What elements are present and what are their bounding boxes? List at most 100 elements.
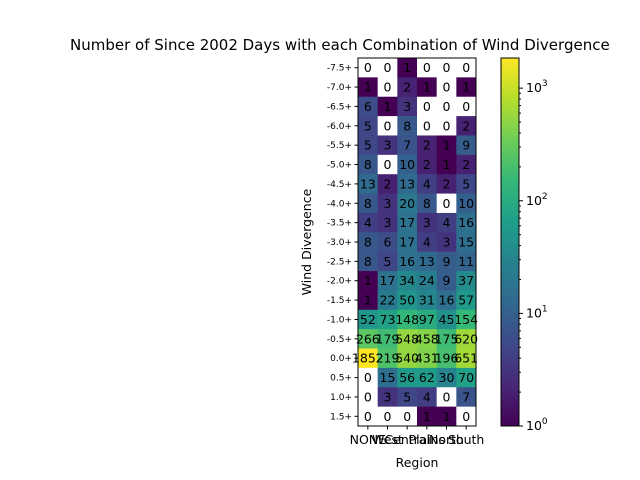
cell-value-label: 458 (415, 331, 439, 346)
heatmap-cell (417, 135, 438, 156)
cell-value-label: 0 (364, 389, 372, 404)
cell-value-label: 10 (399, 157, 415, 172)
x-tick-label: Central (384, 432, 430, 447)
heatmap-cell (436, 329, 457, 349)
heatmap-cell (397, 193, 418, 214)
cell-value-label: 45 (439, 312, 455, 327)
colorbar-frame (500, 57, 520, 427)
cell-value-label: 5 (403, 389, 411, 404)
heatmap-cell (436, 271, 457, 291)
cell-value-label: 0 (364, 409, 372, 424)
cell-value-label: 2 (443, 176, 451, 191)
heatmap-cell (377, 309, 398, 330)
cell-value-label: 0 (423, 118, 431, 133)
heatmap-cell (417, 348, 438, 369)
cell-value-label: 70 (458, 370, 474, 385)
heatmap-cell (417, 387, 438, 408)
heatmap-cell (377, 193, 398, 214)
cell-value-label: 16 (399, 254, 415, 269)
heatmap-cell (456, 174, 477, 194)
cell-value-label: 175 (435, 331, 459, 346)
heatmap-cell (417, 116, 438, 136)
cell-value-label: 31 (419, 293, 435, 308)
heatmap-cell (377, 154, 398, 175)
heatmap-cell (377, 290, 398, 311)
y-tick-label: 1.5+ (330, 412, 352, 422)
cell-value-label: 97 (419, 312, 435, 327)
cell-value-label: 1 (462, 80, 470, 95)
cell-value-label: 15 (458, 235, 474, 250)
cell-value-label: 1 (384, 99, 392, 114)
heatmap-cell (377, 367, 398, 388)
colorbar-tick-label: 100 (526, 417, 548, 433)
cell-value-label: 6 (364, 99, 372, 114)
heatmap-cell (417, 58, 438, 78)
colorbar-tick-label: 103 (526, 79, 548, 95)
cell-value-label: 22 (380, 293, 396, 308)
heatmap-cell (397, 290, 418, 311)
cell-value-label: 0 (384, 157, 392, 172)
heatmap-cell (417, 290, 438, 311)
heatmap-cell (456, 116, 477, 136)
cell-value-label: 5 (364, 138, 372, 153)
cell-value-label: 2 (384, 176, 392, 191)
cell-value-label: 0 (384, 118, 392, 133)
cell-value-label: 0 (443, 389, 451, 404)
cell-value-label: 0 (384, 60, 392, 75)
cell-value-label: 0 (403, 409, 411, 424)
heatmap-cell (456, 251, 477, 272)
cell-value-label: 0 (443, 60, 451, 75)
y-tick-label: -0.5+ (327, 335, 352, 345)
y-tick-label: 1.0+ (330, 393, 352, 403)
y-tick-label: 0.0+ (330, 354, 352, 364)
cell-value-label: 1 (443, 409, 451, 424)
cell-value-label: 196 (435, 351, 459, 366)
cell-value-label: 2 (462, 157, 470, 172)
heatmap-cell (397, 232, 418, 253)
y-tick-label: -7.0+ (327, 83, 352, 93)
colorbar-tick-label: 101 (526, 304, 548, 320)
cell-value-label: 0 (443, 99, 451, 114)
y-tick-label: -4.0+ (327, 199, 352, 209)
cell-value-label: 37 (458, 273, 474, 288)
heatmap-cell (377, 116, 398, 136)
y-tick-label: -7.5+ (327, 64, 352, 74)
y-tick-label: -3.0+ (327, 238, 352, 248)
cell-value-label: 8 (364, 196, 372, 211)
cell-value-label: 4 (423, 176, 431, 191)
cell-value-label: 13 (419, 254, 435, 269)
cell-value-label: 1 (423, 80, 431, 95)
y-tick-label: -1.5+ (327, 296, 352, 306)
heatmap-cell (456, 212, 477, 233)
cell-value-label: 5 (384, 254, 392, 269)
cell-value-label: 3 (384, 138, 392, 153)
heatmap-cell (377, 77, 398, 98)
heatmap-cell (358, 154, 379, 175)
cell-value-label: 4 (423, 235, 431, 250)
heatmap-cell (456, 367, 477, 388)
cell-value-label: 20 (399, 196, 415, 211)
heatmap-cell (417, 96, 438, 117)
cell-value-label: 0 (443, 196, 451, 211)
cell-value-label: 9 (443, 273, 451, 288)
cell-value-label: 57 (458, 293, 474, 308)
heatmap-cell (358, 77, 379, 98)
y-tick-label: -3.5+ (327, 219, 352, 229)
heatmap-cell (397, 309, 418, 330)
cell-value-label: 1 (423, 409, 431, 424)
heatmap-cell (417, 174, 438, 194)
cell-value-label: 154 (454, 312, 478, 327)
cell-value-label: 0 (462, 60, 470, 75)
heatmap-cell (417, 406, 438, 427)
cell-value-label: 8 (403, 118, 411, 133)
cell-value-label: 52 (360, 312, 376, 327)
heatmap-cell (377, 348, 398, 369)
cell-value-label: 4 (423, 389, 431, 404)
cell-value-label: 0 (364, 60, 372, 75)
cell-value-label: 0 (384, 80, 392, 95)
heatmap-cell (417, 309, 438, 330)
heatmap-cell (397, 174, 418, 194)
cell-value-label: 0 (364, 370, 372, 385)
heatmap-cell (456, 309, 477, 330)
